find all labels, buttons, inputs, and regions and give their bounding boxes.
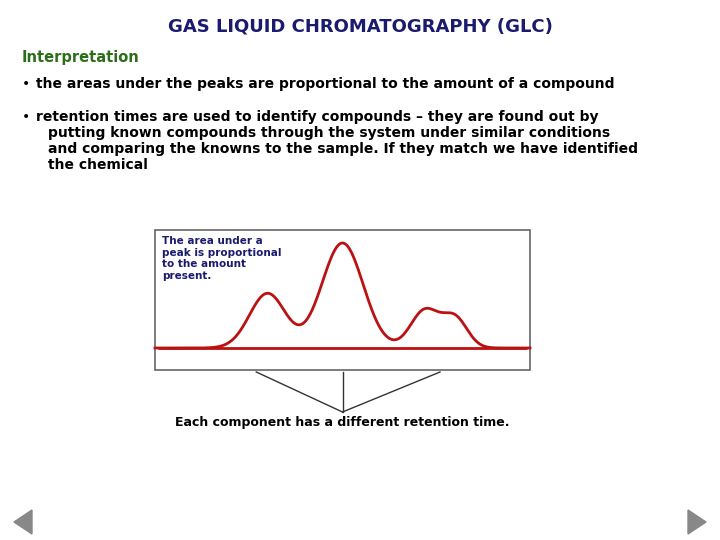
Text: The area under a
peak is proportional
to the amount
present.: The area under a peak is proportional to… <box>162 236 282 281</box>
Text: GAS LIQUID CHROMATOGRAPHY (GLC): GAS LIQUID CHROMATOGRAPHY (GLC) <box>168 18 552 36</box>
Text: retention times are used to identify compounds – they are found out by: retention times are used to identify com… <box>36 110 598 124</box>
Text: Each component has a different retention time.: Each component has a different retention… <box>175 416 510 429</box>
Polygon shape <box>14 510 32 534</box>
Text: putting known compounds through the system under similar conditions: putting known compounds through the syst… <box>48 126 610 140</box>
Text: •: • <box>22 110 30 124</box>
Text: the areas under the peaks are proportional to the amount of a compound: the areas under the peaks are proportion… <box>36 77 614 91</box>
Text: and comparing the knowns to the sample. If they match we have identified: and comparing the knowns to the sample. … <box>48 142 638 156</box>
Text: the chemical: the chemical <box>48 158 148 172</box>
Text: •: • <box>22 77 30 91</box>
Bar <box>155 230 530 370</box>
Text: Interpretation: Interpretation <box>22 50 140 65</box>
Polygon shape <box>688 510 706 534</box>
